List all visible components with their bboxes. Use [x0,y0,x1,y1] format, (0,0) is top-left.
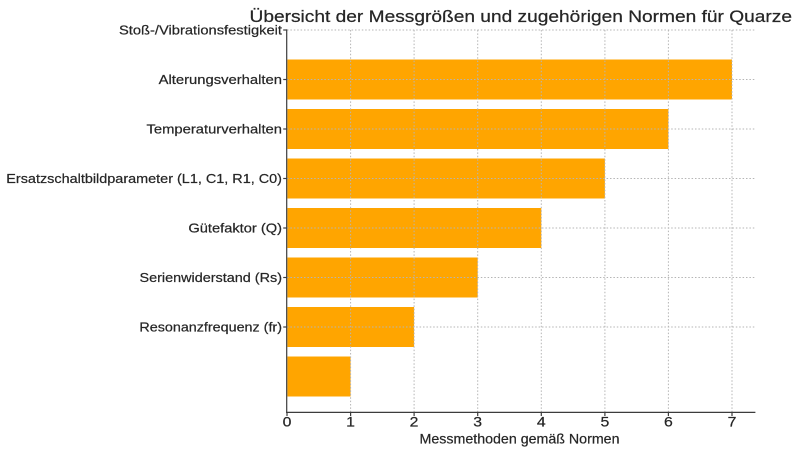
svg-text:Gütefaktor (Q): Gütefaktor (Q) [188,221,282,236]
svg-text:Ersatzschaltbildparameter (L1,: Ersatzschaltbildparameter (L1, C1, R1, C… [6,171,282,186]
svg-text:Übersicht der Messgrößen und z: Übersicht der Messgrößen und zugehörigen… [250,8,793,26]
svg-text:2: 2 [410,415,419,430]
svg-text:Serienwiderstand (Rs): Serienwiderstand (Rs) [140,270,283,285]
svg-text:5: 5 [601,415,610,430]
svg-text:7: 7 [728,415,737,430]
svg-text:4: 4 [537,415,546,430]
svg-text:Alterungsverhalten: Alterungsverhalten [159,72,282,87]
svg-text:Stoß-/Vibrationsfestigkeit: Stoß-/Vibrationsfestigkeit [119,23,282,38]
svg-text:6: 6 [664,415,673,430]
svg-text:3: 3 [473,415,482,430]
svg-text:Temperaturverhalten: Temperaturverhalten [147,122,283,137]
svg-text:Messmethoden gemäß Normen: Messmethoden gemäß Normen [420,431,620,446]
svg-text:0: 0 [283,415,292,430]
svg-text:Resonanzfrequenz (fr): Resonanzfrequenz (fr) [139,320,282,335]
svg-text:1: 1 [346,415,355,430]
